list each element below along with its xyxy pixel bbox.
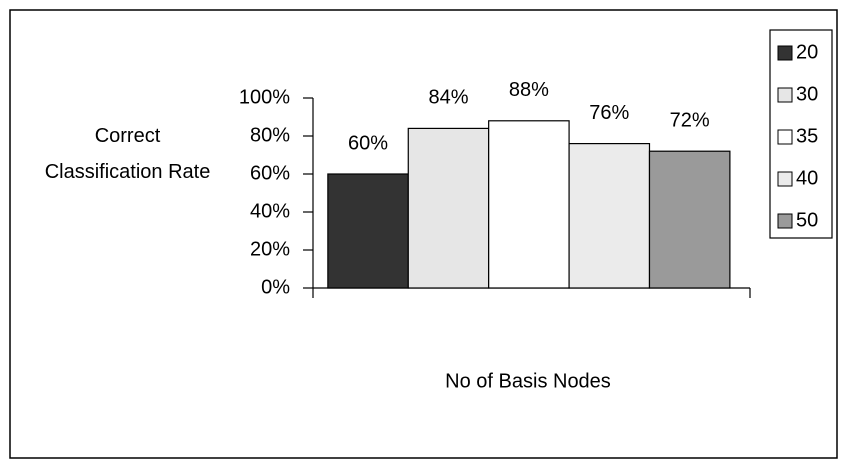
- legend-label: 35: [796, 125, 818, 147]
- y-axis-label: Correct Classification Rate: [44, 125, 211, 183]
- bar: [568, 143, 651, 289]
- y-tick-label: 40%: [250, 200, 290, 222]
- data-label: 76%: [589, 102, 629, 124]
- x-axis-label: No of Basis Nodes: [445, 370, 611, 392]
- bar: [407, 127, 490, 289]
- bar: [488, 120, 570, 289]
- legend-label: 50: [796, 209, 818, 231]
- data-label: 88%: [509, 79, 549, 101]
- y-tick-label: 80%: [250, 124, 290, 146]
- legend-swatch: [777, 45, 793, 61]
- legend-swatch: [777, 171, 793, 187]
- y-tick-label: 100%: [239, 86, 290, 108]
- legend-swatch: [777, 213, 793, 229]
- data-label: 60%: [348, 132, 388, 154]
- y-tick-label: 20%: [250, 238, 290, 260]
- legend-label: 20: [796, 41, 818, 63]
- data-label: 72%: [670, 109, 710, 131]
- y-tick-label: 0%: [261, 276, 290, 298]
- bar: [327, 173, 409, 289]
- legend-label: 30: [796, 83, 818, 105]
- y-tick-label: 60%: [250, 162, 290, 184]
- legend-swatch: [777, 129, 793, 145]
- legend-label: 40: [796, 167, 818, 189]
- bar: [648, 150, 731, 289]
- data-label: 84%: [428, 87, 468, 109]
- legend-swatch: [777, 87, 793, 103]
